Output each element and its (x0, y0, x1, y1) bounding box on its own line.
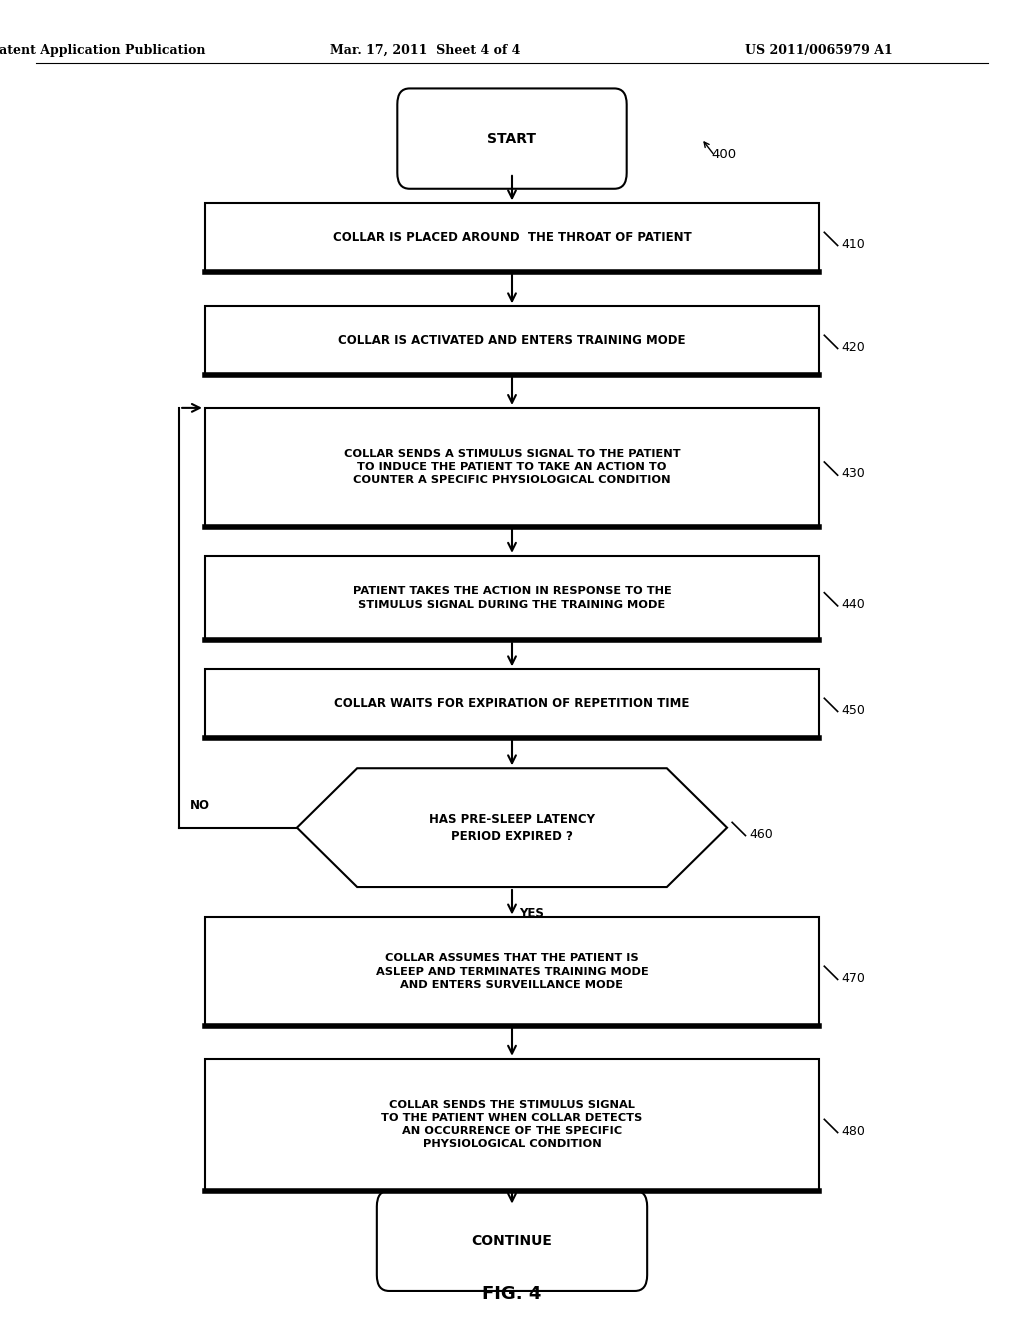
Text: 470: 470 (842, 972, 865, 985)
Text: COLLAR SENDS A STIMULUS SIGNAL TO THE PATIENT
TO INDUCE THE PATIENT TO TAKE AN A: COLLAR SENDS A STIMULUS SIGNAL TO THE PA… (344, 449, 680, 486)
Polygon shape (297, 768, 727, 887)
Text: COLLAR IS PLACED AROUND  THE THROAT OF PATIENT: COLLAR IS PLACED AROUND THE THROAT OF PA… (333, 231, 691, 244)
FancyBboxPatch shape (377, 1191, 647, 1291)
Text: COLLAR SENDS THE STIMULUS SIGNAL
TO THE PATIENT WHEN COLLAR DETECTS
AN OCCURRENC: COLLAR SENDS THE STIMULUS SIGNAL TO THE … (381, 1100, 643, 1150)
Text: START: START (487, 132, 537, 145)
Text: CONTINUE: CONTINUE (472, 1234, 552, 1247)
Text: Patent Application Publication: Patent Application Publication (0, 44, 205, 57)
Text: 400: 400 (712, 148, 737, 161)
Text: 430: 430 (842, 467, 865, 480)
Text: YES: YES (519, 907, 544, 920)
Text: 480: 480 (842, 1125, 865, 1138)
Bar (205, 1059, 819, 1191)
Text: 450: 450 (842, 704, 865, 717)
Text: HAS PRE-SLEEP LATENCY
PERIOD EXPIRED ?: HAS PRE-SLEEP LATENCY PERIOD EXPIRED ? (429, 813, 595, 842)
Bar (205, 203, 819, 272)
Text: Mar. 17, 2011  Sheet 4 of 4: Mar. 17, 2011 Sheet 4 of 4 (330, 44, 520, 57)
Bar (205, 669, 819, 738)
Text: 420: 420 (842, 341, 865, 354)
Text: PATIENT TAKES THE ACTION IN RESPONSE TO THE
STIMULUS SIGNAL DURING THE TRAINING : PATIENT TAKES THE ACTION IN RESPONSE TO … (352, 586, 672, 610)
Bar (205, 306, 819, 375)
Text: COLLAR ASSUMES THAT THE PATIENT IS
ASLEEP AND TERMINATES TRAINING MODE
AND ENTER: COLLAR ASSUMES THAT THE PATIENT IS ASLEE… (376, 953, 648, 990)
Bar (205, 917, 819, 1026)
Text: 460: 460 (750, 828, 773, 841)
Bar (205, 556, 819, 640)
Text: COLLAR IS ACTIVATED AND ENTERS TRAINING MODE: COLLAR IS ACTIVATED AND ENTERS TRAINING … (338, 334, 686, 347)
Text: US 2011/0065979 A1: US 2011/0065979 A1 (745, 44, 893, 57)
Text: 440: 440 (842, 598, 865, 611)
Text: COLLAR WAITS FOR EXPIRATION OF REPETITION TIME: COLLAR WAITS FOR EXPIRATION OF REPETITIO… (334, 697, 690, 710)
Bar (205, 408, 819, 527)
Text: 410: 410 (842, 238, 865, 251)
FancyBboxPatch shape (397, 88, 627, 189)
Text: FIG. 4: FIG. 4 (482, 1284, 542, 1303)
Text: NO: NO (189, 799, 210, 812)
